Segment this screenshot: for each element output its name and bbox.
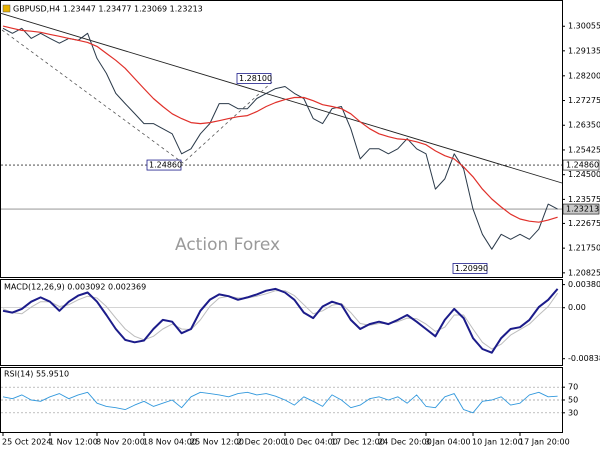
y-tick-label: 1.20825 (568, 268, 600, 277)
symbol-icon (2, 4, 11, 13)
y-tick-label: 70 (568, 383, 578, 392)
y-tick-label: 1.29135 (568, 46, 600, 55)
y-tick-label: 0.003809 (568, 280, 600, 289)
x-tick-label: 10 Dec 04:00 (284, 438, 338, 447)
x-tick-label: 2 Dec 20:00 (237, 438, 286, 447)
series-line (2, 391, 558, 414)
price-level-label: 1.24860 (566, 161, 599, 170)
y-tick-label: 50 (568, 396, 578, 405)
x-tick-label: 25 Nov 12:00 (190, 438, 244, 447)
y-tick-label: 1.25425 (568, 145, 600, 154)
annotation-label: 1.20990 (455, 264, 488, 273)
y-tick-label: 1.26350 (568, 121, 600, 130)
y-tick-label: -0.008389 (568, 354, 600, 363)
series-line (2, 27, 558, 250)
x-tick-label: 1 Nov 12:00 (49, 438, 98, 447)
y-tick-label: 1.23575 (568, 195, 600, 204)
y-tick-label: 1.21750 (568, 244, 600, 253)
price-level-box (562, 203, 600, 215)
annotation-box (452, 263, 488, 274)
y-tick-label: 1.22675 (568, 219, 600, 228)
y-tick-label: 30 (568, 408, 578, 417)
chart-title: GBPUSD,H4 1.23447 1.23477 1.23069 1.2321… (13, 5, 203, 14)
series-line (2, 287, 559, 354)
y-tick-label: 0.00 (568, 303, 586, 312)
x-tick-label: 3 Jan 04:00 (425, 438, 471, 447)
price-level-label: 1.23213 (566, 205, 599, 214)
x-tick-label: 17 Jan 20:00 (519, 438, 570, 447)
y-tick-label: 1.24500 (568, 170, 600, 179)
annotation-label: 1.28100 (239, 74, 272, 83)
y-tick-label: 1.30055 (568, 22, 600, 31)
x-tick-label: 25 Oct 2024 (2, 438, 51, 447)
rsi-title: RSI(14) 55.9510 (4, 370, 69, 379)
x-tick-label: 24 Dec 20:00 (378, 438, 432, 447)
dashed-trendline (1, 29, 273, 164)
x-tick-label: 10 Jan 12:00 (472, 438, 523, 447)
watermark: Action Forex (175, 235, 280, 255)
price-level-box (562, 159, 600, 171)
annotation-box (236, 73, 272, 84)
annotation-box (146, 159, 182, 171)
macd-panel (0, 279, 563, 366)
annotation-label: 1.24860 (149, 161, 182, 170)
x-tick-label: 17 Dec 12:00 (331, 438, 385, 447)
y-tick-label: 1.28200 (568, 71, 600, 80)
macd-title: MACD(12,26,9) 0.003092 0.002369 (4, 283, 146, 292)
y-tick-label: 1.27275 (568, 96, 600, 105)
x-tick-label: 8 Nov 20:00 (96, 438, 145, 447)
series-line (2, 25, 558, 223)
trendline (0, 12, 563, 184)
x-tick-label: 18 Nov 04:00 (143, 438, 197, 447)
main-panel (0, 0, 563, 278)
